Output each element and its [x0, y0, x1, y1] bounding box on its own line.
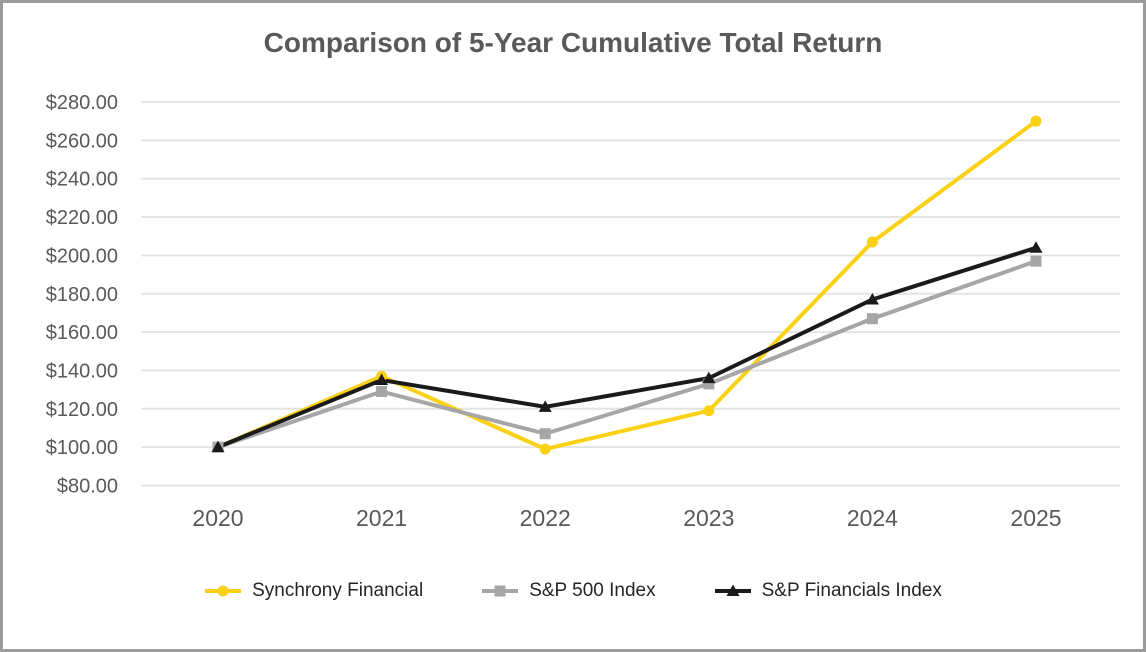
x-axis-tick-label: 2021 — [356, 505, 407, 531]
data-point-triangle-marker — [1029, 241, 1043, 253]
data-point-circle-marker — [1030, 115, 1042, 127]
legend-item-synchrony-financial: Synchrony Financial — [204, 580, 423, 602]
data-point-square-marker — [539, 428, 551, 440]
y-axis-tick-label: $260.00 — [46, 130, 118, 152]
x-axis-tick-label: 2023 — [683, 505, 734, 531]
data-point-circle-marker — [703, 405, 715, 417]
y-axis-tick-label: $120.00 — [46, 399, 118, 421]
y-axis-tick-label: $160.00 — [46, 322, 118, 344]
x-axis-tick-label: 2024 — [847, 505, 898, 531]
data-point-square-marker — [866, 313, 878, 325]
yellow-circle-line-marker-icon — [204, 583, 242, 599]
series-line-synchrony-financial — [217, 119, 1038, 452]
y-axis-tick-label: $140.00 — [46, 360, 118, 382]
data-point-square-marker — [494, 585, 506, 597]
legend-label: Synchrony Financial — [252, 580, 424, 601]
y-axis-tick-label: $240.00 — [46, 169, 118, 191]
legend-label: S&P Financials Index — [761, 580, 942, 601]
chart-legend: Synchrony Financial S&P 500 Index S&P Fi… — [3, 580, 1143, 602]
y-axis-tick-label: $100.00 — [46, 437, 118, 459]
y-axis-tick-label: $220.00 — [46, 207, 118, 229]
data-point-circle-marker — [217, 585, 229, 597]
data-point-triangle-marker — [865, 293, 879, 305]
data-point-square-marker — [376, 386, 388, 398]
data-point-triangle-marker — [211, 440, 225, 453]
series-line-s-p-financials-index — [217, 245, 1037, 450]
y-axis-tick-label: $80.00 — [57, 476, 118, 498]
series-line-s-p-500-index — [217, 259, 1037, 450]
x-axis-tick-label: 2020 — [192, 505, 243, 531]
data-point-triangle-marker — [538, 400, 552, 412]
data-point-triangle-marker — [726, 584, 740, 596]
y-axis-tick-label: $180.00 — [46, 284, 118, 306]
x-axis-tick-label: 2022 — [520, 505, 571, 531]
y-axis-tick-label: $280.00 — [46, 92, 118, 114]
data-point-circle-marker — [866, 236, 878, 248]
legend-item-sp500-index: S&P 500 Index — [481, 580, 656, 602]
data-point-triangle-marker — [702, 371, 716, 384]
data-point-circle-marker — [539, 443, 551, 455]
gray-square-line-marker-icon — [481, 583, 519, 599]
black-triangle-line-marker-icon — [714, 583, 752, 599]
chart-title: Comparison of 5-Year Cumulative Total Re… — [263, 27, 883, 58]
x-axis-tick-label: 2025 — [1010, 505, 1061, 531]
legend-label: S&P 500 Index — [529, 580, 656, 601]
data-point-triangle-marker — [375, 373, 389, 386]
legend-item-sp-financials-index: S&P Financials Index — [714, 580, 942, 602]
line-chart-plot-area: $280.00 $260.00 $240.00 $220.00 $200.00 $180.… — [46, 92, 1120, 531]
data-point-square-marker — [703, 378, 715, 390]
data-point-square-marker — [1030, 255, 1042, 267]
y-axis-tick-label: $200.00 — [46, 245, 118, 267]
